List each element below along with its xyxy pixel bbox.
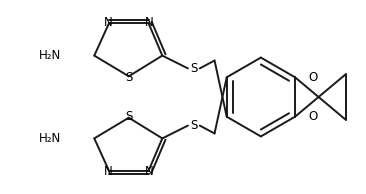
Text: N: N <box>145 165 154 178</box>
Text: S: S <box>190 119 198 132</box>
Text: N: N <box>104 16 112 29</box>
Text: O: O <box>308 110 317 123</box>
Text: S: S <box>190 62 198 75</box>
Text: N: N <box>145 16 154 29</box>
Text: H₂N: H₂N <box>39 49 61 62</box>
Text: S: S <box>125 110 132 123</box>
Text: S: S <box>125 71 132 84</box>
Text: O: O <box>308 71 317 84</box>
Text: N: N <box>104 165 112 178</box>
Text: H₂N: H₂N <box>39 132 61 145</box>
